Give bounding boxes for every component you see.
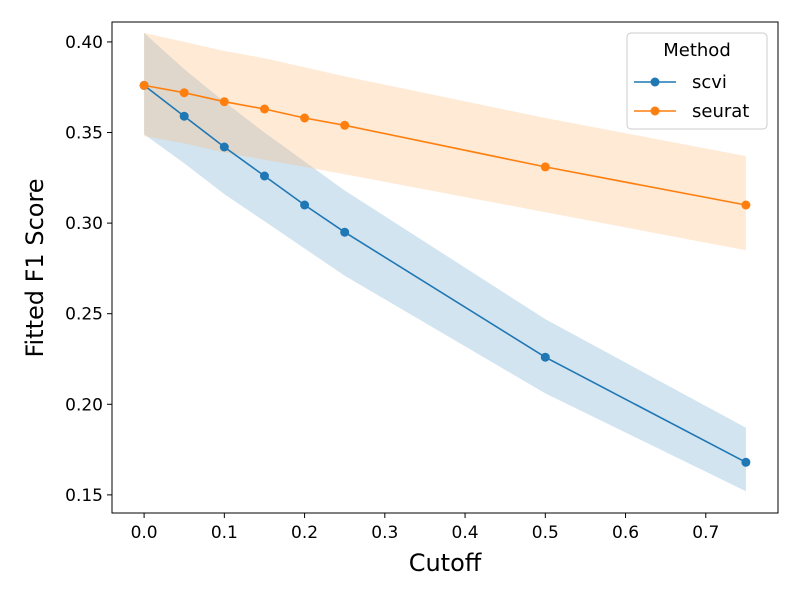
data-point-seurat: [179, 88, 189, 98]
data-point-seurat: [540, 162, 550, 172]
x-tick-label: 0.6: [612, 523, 639, 543]
x-axis-title: Cutoff: [409, 549, 482, 577]
y-tick-label: 0.30: [65, 214, 103, 234]
data-point-seurat: [340, 120, 350, 130]
y-tick-label: 0.25: [65, 305, 103, 325]
confidence-band-scvi: [144, 32, 746, 492]
legend-title: Method: [663, 40, 731, 61]
legend-label-seurat: seurat: [692, 101, 749, 122]
data-point-scvi: [300, 200, 310, 210]
x-tick-label: 0.4: [452, 523, 479, 543]
y-axis-ticks: 0.15 0.20 0.25 0.30 0.35 0.40: [65, 33, 112, 506]
legend-items: scvi seurat: [634, 72, 749, 122]
series-line-seurat: [143, 84, 747, 206]
plot-frame: [111, 21, 779, 514]
legend-marker-scvi: [650, 77, 660, 87]
data-point-scvi: [340, 227, 350, 237]
y-tick-label: 0.20: [65, 395, 103, 415]
x-tick-label: 0.5: [532, 523, 559, 543]
data-point-scvi: [741, 457, 751, 467]
confidence-band-seurat: [144, 32, 746, 251]
x-tick-label: 0.0: [131, 523, 158, 543]
x-tick-label: 0.1: [211, 523, 238, 543]
y-tick-label: 0.35: [65, 124, 103, 144]
legend-label-scvi: scvi: [692, 72, 727, 93]
y-tick-label: 0.15: [65, 486, 103, 506]
legend: Method scvi seurat: [626, 32, 768, 130]
x-tick-label: 0.3: [371, 523, 398, 543]
x-tick-label: 0.2: [291, 523, 318, 543]
data-point-scvi: [260, 171, 269, 181]
data-point-scvi: [179, 111, 189, 121]
data-point-seurat: [260, 104, 269, 114]
x-tick-label: 0.7: [692, 523, 719, 543]
series-points: [139, 80, 751, 467]
y-axis-title: Fitted F1 Score: [21, 178, 49, 357]
data-point-scvi: [540, 352, 550, 362]
data-point-seurat: [300, 113, 310, 123]
data-point-scvi: [219, 142, 229, 152]
data-point-seurat: [741, 200, 751, 210]
legend-box: [626, 32, 768, 130]
confidence-bands: [144, 32, 746, 492]
data-point-seurat: [139, 80, 149, 90]
legend-marker-seurat: [650, 106, 660, 116]
x-axis-ticks: 0.0 0.1 0.2 0.3 0.4 0.5 0.6 0.7: [131, 513, 719, 543]
series-lines: [143, 84, 747, 464]
data-point-seurat: [219, 97, 229, 107]
y-tick-label: 0.40: [65, 33, 103, 53]
series-line-scvi: [143, 84, 747, 464]
